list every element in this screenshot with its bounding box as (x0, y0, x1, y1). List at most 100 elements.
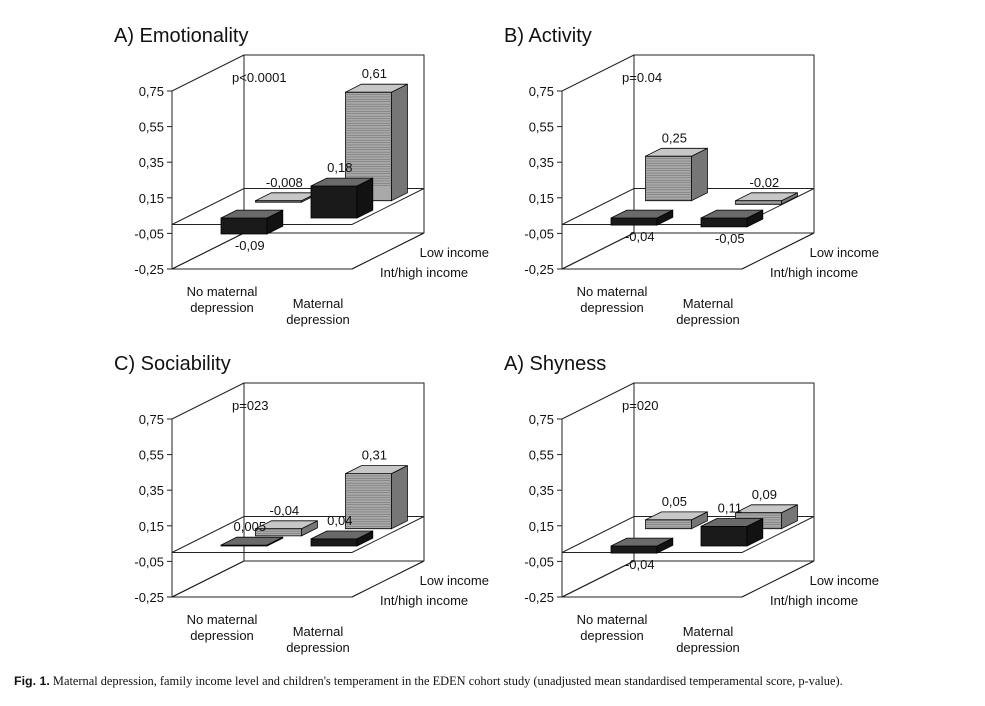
panel-2-bar-low-1 (735, 192, 798, 205)
figure-caption: Fig. 1. Maternal depression, family inco… (14, 674, 974, 689)
panel-2-series-label-inthigh: Int/high income (770, 265, 858, 280)
panel-3-y-tick-label-5: -0,25 (134, 590, 164, 605)
panel-1-bar-low-0 (255, 192, 318, 203)
panel-3-y-tick-label-3: 0,15 (139, 519, 164, 534)
panel-2-floor (561, 232, 815, 270)
panel-3-title: C) Sociability (114, 353, 231, 375)
panel-3-bar-inthigh-1 (310, 530, 374, 547)
panel-2-y-tick-label-1: 0,55 (529, 120, 554, 135)
panel-2-bar-low-0 (645, 147, 708, 202)
panel-2-y-tick-label-5: -0,25 (524, 262, 554, 277)
panel-3-top-edge (171, 382, 245, 420)
panel-2-y-tick-label-4: -0,05 (524, 226, 554, 241)
panel-1-floor (171, 232, 425, 270)
panel-3-category-label-1: Maternal depression (286, 624, 350, 655)
panel-2-bar-label-low-1: -0,02 (750, 175, 780, 190)
panel-2: B) Activity 0,75 0,55 0,35 0,15 -0,05 -0,25 p=0… (504, 25, 879, 327)
panel-3-floor (171, 560, 425, 598)
panel-2-left-edge (561, 232, 635, 270)
panel-4-bar-label-low-1: 0,09 (752, 487, 777, 502)
panel-1-y-tick-label-2: 0,35 (139, 155, 164, 170)
panel-4-y-tick-label-1: 0,55 (529, 448, 554, 463)
panel-3-y-tick-label-1: 0,55 (139, 448, 164, 463)
panel-3: C) Sociability 0,75 0,55 0,35 0,15 -0,05 -0,25… (114, 353, 489, 655)
panel-3-bar-label-inthigh-1: 0,04 (327, 513, 352, 528)
panel-3-y-tick-label-4: -0,05 (134, 554, 164, 569)
panel-3-pvalue: p=023 (232, 398, 269, 413)
panel-4-left-edge (561, 560, 635, 598)
panel-3-y-tick-label-0: 0,75 (139, 412, 164, 427)
panel-2-pvalue: p=0.04 (622, 70, 662, 85)
panel-2-depth-axis (741, 232, 815, 270)
panel-3-series-label-inthigh: Int/high income (380, 593, 468, 608)
panel-4-bar-label-low-0: 0,05 (662, 494, 687, 509)
panel-3-y-tick-label-2: 0,35 (139, 483, 164, 498)
panel-4-y-tick-label-5: -0,25 (524, 590, 554, 605)
panel-1-bar-label-low-1: 0,61 (362, 66, 387, 81)
panel-2-title: B) Activity (504, 25, 592, 47)
panel-3-bar-label-low-1: 0,31 (362, 448, 387, 463)
panel-4-bar-inthigh-0 (610, 537, 674, 554)
panel-2-series-label-low: Low income (810, 245, 879, 260)
panel-4-floor (561, 560, 815, 598)
panel-1-y-tick-label-3: 0,15 (139, 191, 164, 206)
panel-1-series-label-low: Low income (420, 245, 489, 260)
panel-2-y-tick-label-3: 0,15 (529, 191, 554, 206)
caption-label: Fig. 1. (14, 674, 50, 688)
panel-4-series-label-low: Low income (810, 573, 879, 588)
panel-1-bar-low-1 (345, 83, 408, 202)
panel-4-category-label-1: Maternal depression (676, 624, 740, 655)
panel-4-bar-label-inthigh-1: 0,11 (718, 501, 742, 516)
panel-1-y-tick-label-4: -0,05 (134, 226, 164, 241)
panel-3-zero-plane (171, 516, 425, 553)
panel-3-bar-label-low-0: -0,04 (270, 503, 300, 518)
panel-2-category-label-1: Maternal depression (676, 296, 740, 327)
panel-1-y-tick-label-1: 0,55 (139, 120, 164, 135)
panel-4-y-tick-label-4: -0,05 (524, 554, 554, 569)
panel-1-y-tick-label-0: 0,75 (139, 84, 164, 99)
panel-3-depth-axis (351, 560, 425, 598)
panel-4-title: A) Shyness (504, 353, 606, 375)
panel-4-bar-label-inthigh-0: -0,04 (625, 557, 655, 572)
panel-1-bar-inthigh-0 (220, 209, 284, 235)
panel-4-y-tick-label-2: 0,35 (529, 483, 554, 498)
panel-2-bar-label-inthigh-1: -0,05 (715, 231, 745, 246)
panel-3-category-label-0: No maternal depression (187, 612, 258, 643)
panel-2-bar-label-low-0: 0,25 (662, 130, 687, 145)
panel-1-top-edge (171, 54, 245, 92)
panel-3-bar-label-inthigh-0: 0,005 (234, 519, 267, 534)
panel-1-bar-label-inthigh-1: 0,18 (327, 160, 352, 175)
panel-2-category-label-0: No maternal depression (577, 284, 648, 315)
panel-4-bar-low-0 (645, 511, 708, 530)
panel-2-bar-inthigh-1 (700, 209, 764, 228)
panel-1-depth-axis (351, 232, 425, 270)
panel-2-zero-plane (561, 188, 815, 225)
panel-1-bar-inthigh-1 (310, 177, 374, 219)
panel-4: A) Shyness 0,75 0,55 0,35 0,15 -0,05 -0,25 p=02… (504, 353, 879, 655)
panel-1-pvalue: p<0.0001 (232, 70, 287, 85)
panel-1-series-label-inthigh: Int/high income (380, 265, 468, 280)
panel-3-back-wall (243, 382, 425, 561)
panel-1-bar-label-low-0: -0,008 (266, 175, 303, 190)
panel-1-y-tick-label-5: -0,25 (134, 262, 164, 277)
panel-4-depth-axis (741, 560, 815, 598)
panel-2-y-tick-label-2: 0,35 (529, 155, 554, 170)
panel-3-series-label-low: Low income (420, 573, 489, 588)
panel-3-bar-low-1 (345, 464, 408, 530)
panel-3-bar-inthigh-0 (220, 536, 284, 547)
panel-4-top-edge (561, 382, 635, 420)
panel-1-left-edge (171, 232, 245, 270)
caption-text: Maternal depression, family income level… (52, 674, 843, 688)
panel-3-left-edge (171, 560, 245, 598)
panel-4-series-label-inthigh: Int/high income (770, 593, 858, 608)
panel-1-category-label-1: Maternal depression (286, 296, 350, 327)
panel-1-title: A) Emotionality (114, 25, 249, 47)
panel-1-back-wall (243, 54, 425, 233)
panel-2-bar-inthigh-0 (610, 209, 674, 226)
panel-1: A) Emotionality 0,75 0,55 0,35 0,15 -0,05 -0,2… (114, 25, 489, 327)
panel-3-bar-low-0 (255, 520, 318, 537)
panel-1-category-label-0: No maternal depression (187, 284, 258, 315)
panel-2-y-tick-label-0: 0,75 (529, 84, 554, 99)
panel-4-back-wall (633, 382, 815, 561)
